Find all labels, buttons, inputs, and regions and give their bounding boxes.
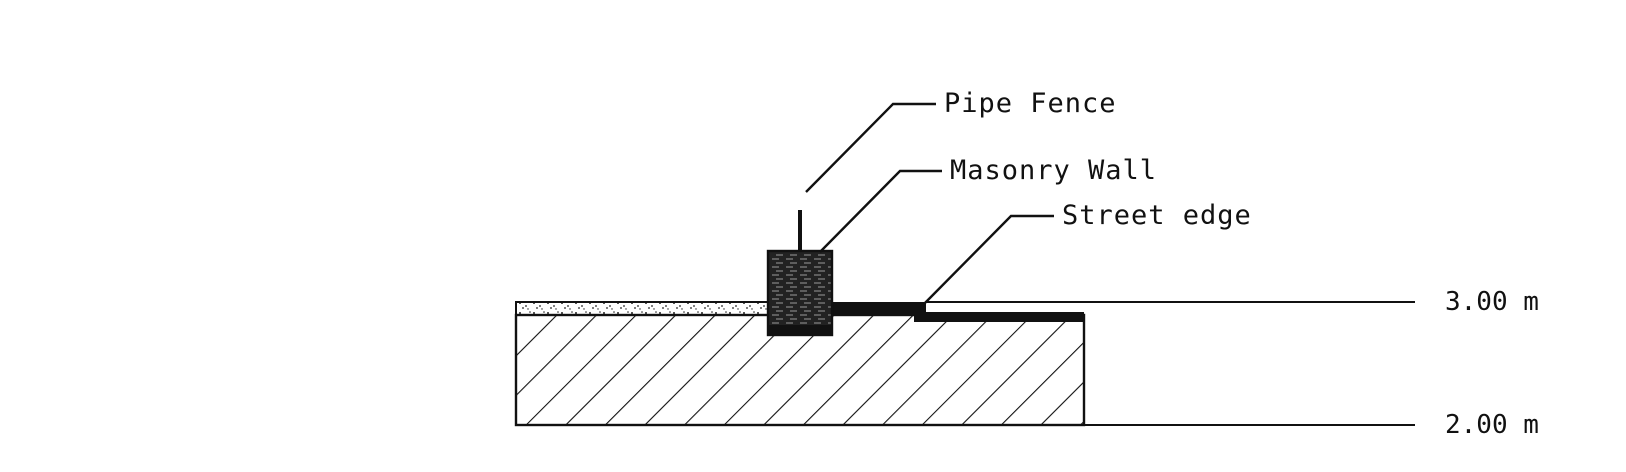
paving-layer: [515, 301, 769, 316]
street-pavement: [914, 312, 1084, 322]
masonry-wall: [766, 249, 834, 337]
label-street-edge: Street edge: [1062, 200, 1252, 231]
leader-street-edge: [921, 214, 1054, 307]
leader-pipe-fence: [805, 102, 936, 193]
level-label-top: 3.00 m: [1445, 287, 1539, 317]
label-masonry-wall: Masonry Wall: [950, 155, 1157, 186]
leader-masonry-wall: [819, 169, 942, 253]
street-edge-step: [914, 302, 926, 322]
level-label-bottom: 2.00 m: [1445, 410, 1539, 440]
label-pipe-fence: Pipe Fence: [944, 88, 1117, 119]
slab-upper: [830, 302, 926, 315]
wall-footing: [768, 325, 832, 336]
